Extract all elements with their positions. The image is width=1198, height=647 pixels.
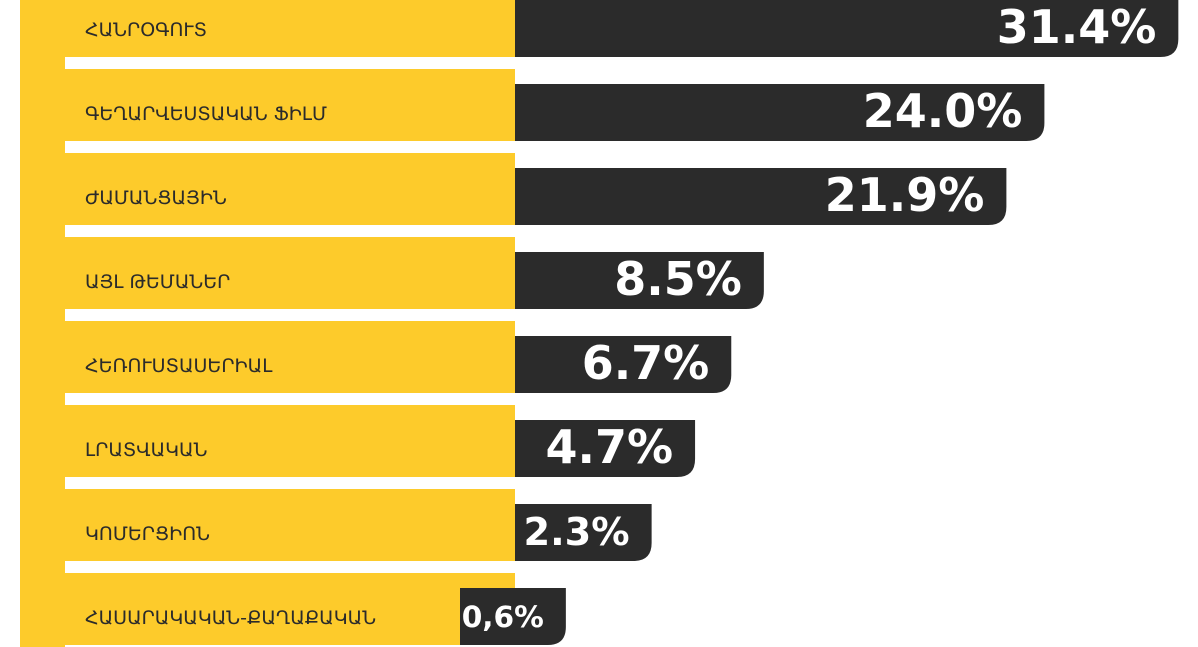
value-label: 2.3% xyxy=(524,510,630,555)
bar xyxy=(515,336,732,393)
bar xyxy=(515,84,1045,141)
bar xyxy=(515,504,652,561)
category-label: ԺԱՄԱՆՑԱՅԻՆ xyxy=(85,187,227,209)
category-label: ԳԵՂԱՐՎԵՍՏԱԿԱՆ ՖԻԼՄ xyxy=(85,103,327,125)
bar xyxy=(515,252,764,309)
category-label: ԿՈՄԵՐՑԻՈՆ xyxy=(85,523,210,545)
category-label: ՀԱՆՐՕԳՈՒՏ xyxy=(85,19,207,41)
label-band xyxy=(20,168,515,225)
separator-band xyxy=(65,237,515,253)
category-label: ՀԱՍԱՐԱԿԱԿԱՆ-ՔԱՂԱՔԱԿԱՆ xyxy=(85,607,376,629)
value-label: 0,6% xyxy=(462,599,544,634)
separator-band xyxy=(65,153,515,169)
value-label: 21.9% xyxy=(825,168,985,222)
value-label: 31.4% xyxy=(997,0,1157,54)
label-band xyxy=(20,588,460,645)
category-label: ԱՅԼ ԹԵՄԱՆԵՐ xyxy=(85,271,230,293)
separator-band xyxy=(65,573,515,589)
label-band xyxy=(20,420,515,477)
category-label: ՀԵՌՈՒՍՏԱՍԵՐԻԱԼ xyxy=(85,355,273,377)
label-band xyxy=(20,336,515,393)
bar xyxy=(515,0,1179,57)
separator-band xyxy=(65,405,515,421)
bar xyxy=(460,588,566,645)
label-band xyxy=(20,0,515,57)
label-band xyxy=(20,84,515,141)
value-label: 6.7% xyxy=(582,336,710,390)
bar xyxy=(515,420,696,477)
label-band xyxy=(20,252,515,309)
separator-band xyxy=(65,489,515,505)
bar xyxy=(515,168,1007,225)
label-band xyxy=(20,504,515,561)
category-label: ԼՐԱՏՎԱԿԱՆ xyxy=(85,439,207,461)
value-label: 24.0% xyxy=(863,84,1023,138)
separator-band xyxy=(65,69,515,85)
value-label: 4.7% xyxy=(545,420,673,474)
value-label: 8.5% xyxy=(614,252,742,306)
separator-band xyxy=(65,321,515,337)
